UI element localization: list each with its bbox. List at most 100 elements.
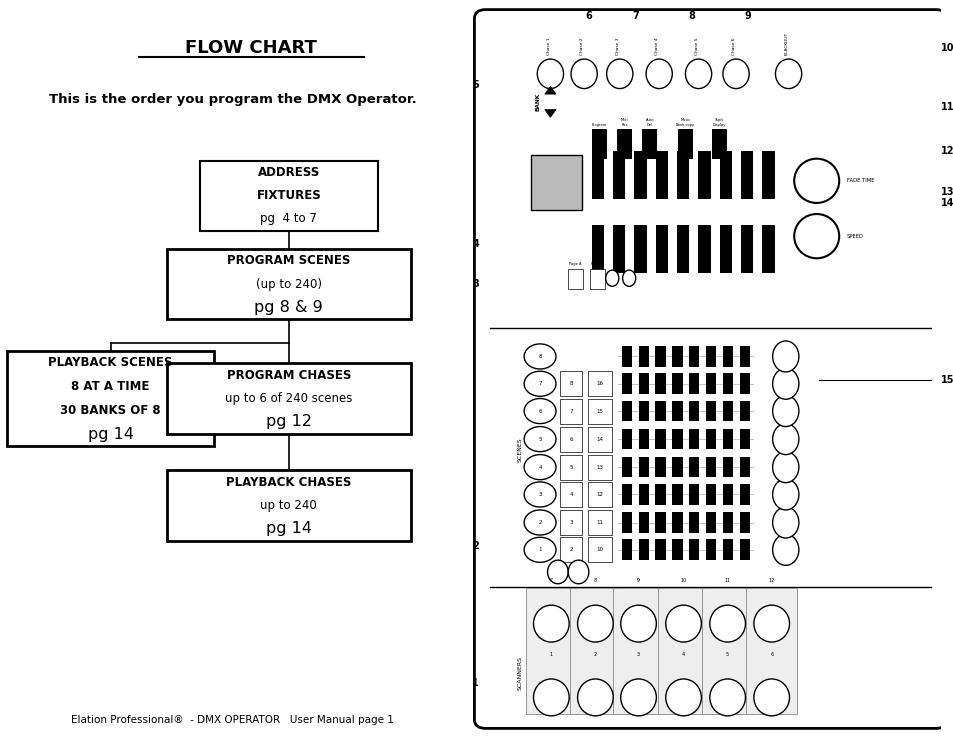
Text: Midi
Rec: Midi Rec	[620, 118, 628, 127]
Bar	[705, 539, 716, 560]
Circle shape	[523, 455, 556, 480]
Text: pg 14: pg 14	[266, 522, 312, 537]
FancyBboxPatch shape	[530, 155, 581, 210]
Bar	[740, 151, 752, 199]
Bar	[739, 484, 749, 505]
Text: 4: 4	[681, 652, 684, 657]
Bar	[672, 457, 682, 477]
Bar	[688, 512, 699, 533]
FancyBboxPatch shape	[559, 427, 581, 452]
Text: BLACKOUT: BLACKOUT	[784, 32, 788, 55]
Bar	[722, 484, 733, 505]
Bar	[655, 429, 665, 449]
Bar	[761, 225, 774, 273]
Bar	[672, 373, 682, 394]
Text: BANK: BANK	[536, 93, 540, 111]
Bar	[655, 512, 665, 533]
Bar	[739, 539, 749, 560]
Bar	[722, 457, 733, 477]
Text: SCANNERS: SCANNERS	[517, 656, 522, 690]
Text: 8: 8	[688, 11, 695, 21]
FancyBboxPatch shape	[587, 371, 612, 396]
FancyBboxPatch shape	[559, 455, 581, 480]
Bar	[677, 151, 688, 199]
Ellipse shape	[772, 534, 798, 565]
Text: Page A: Page A	[569, 262, 581, 266]
Text: 14: 14	[940, 198, 953, 208]
Text: Page B: Page B	[591, 262, 603, 266]
Bar	[740, 225, 752, 273]
Ellipse shape	[577, 605, 613, 642]
Bar	[705, 429, 716, 449]
Text: pg 12: pg 12	[266, 415, 312, 430]
Bar	[621, 457, 631, 477]
FancyBboxPatch shape	[525, 588, 576, 714]
Bar	[705, 373, 716, 394]
Text: 4: 4	[569, 492, 572, 497]
FancyBboxPatch shape	[587, 510, 612, 535]
Bar	[739, 457, 749, 477]
Bar	[705, 346, 716, 367]
Text: 11: 11	[596, 520, 603, 525]
Bar	[613, 151, 624, 199]
Ellipse shape	[605, 270, 618, 286]
Text: FADE TIME: FADE TIME	[846, 179, 873, 183]
Ellipse shape	[775, 59, 801, 89]
Ellipse shape	[772, 507, 798, 538]
Bar	[638, 373, 648, 394]
Text: 6: 6	[537, 409, 541, 413]
Text: 15: 15	[596, 409, 603, 413]
Ellipse shape	[772, 452, 798, 483]
Text: 30 BANKS OF 8: 30 BANKS OF 8	[60, 404, 161, 417]
Ellipse shape	[794, 214, 839, 258]
FancyBboxPatch shape	[587, 427, 612, 452]
Text: 6: 6	[569, 437, 572, 441]
Text: Chase 1: Chase 1	[546, 38, 550, 55]
Bar	[722, 512, 733, 533]
FancyBboxPatch shape	[199, 161, 377, 231]
Bar	[638, 484, 648, 505]
Text: pg 14: pg 14	[88, 427, 133, 442]
Bar	[672, 346, 682, 367]
Ellipse shape	[577, 679, 613, 716]
Bar	[655, 457, 665, 477]
Bar	[641, 129, 657, 159]
FancyBboxPatch shape	[587, 482, 612, 507]
Bar	[617, 129, 631, 159]
FancyBboxPatch shape	[8, 351, 213, 446]
Text: Elation Professional®  - DMX OPERATOR   User Manual page 1: Elation Professional® - DMX OPERATOR Use…	[71, 714, 394, 725]
Text: 5: 5	[569, 465, 572, 469]
Text: pg 8 & 9: pg 8 & 9	[254, 300, 323, 315]
Text: PLAYBACK CHASES: PLAYBACK CHASES	[226, 476, 351, 489]
Bar	[722, 373, 733, 394]
Ellipse shape	[571, 59, 597, 89]
Text: up to 240: up to 240	[260, 499, 316, 512]
Bar	[719, 225, 731, 273]
Bar	[722, 539, 733, 560]
FancyBboxPatch shape	[587, 455, 612, 480]
Text: SPEED: SPEED	[846, 234, 862, 238]
Text: 5: 5	[537, 437, 541, 441]
Bar	[739, 346, 749, 367]
Bar	[655, 346, 665, 367]
Bar	[705, 484, 716, 505]
Ellipse shape	[547, 560, 568, 584]
Ellipse shape	[684, 59, 711, 89]
Ellipse shape	[665, 605, 700, 642]
FancyBboxPatch shape	[587, 399, 612, 424]
Text: Auto
Del: Auto Del	[645, 118, 654, 127]
Bar	[613, 225, 624, 273]
Text: 7: 7	[549, 579, 553, 583]
Bar	[621, 484, 631, 505]
FancyBboxPatch shape	[745, 588, 796, 714]
Ellipse shape	[533, 605, 569, 642]
Ellipse shape	[620, 605, 656, 642]
Text: 2: 2	[569, 548, 572, 552]
Bar	[678, 129, 692, 159]
Bar	[698, 225, 710, 273]
FancyBboxPatch shape	[559, 510, 581, 535]
Ellipse shape	[620, 679, 656, 716]
Bar	[739, 401, 749, 421]
FancyBboxPatch shape	[559, 399, 581, 424]
Text: 1: 1	[549, 652, 553, 657]
